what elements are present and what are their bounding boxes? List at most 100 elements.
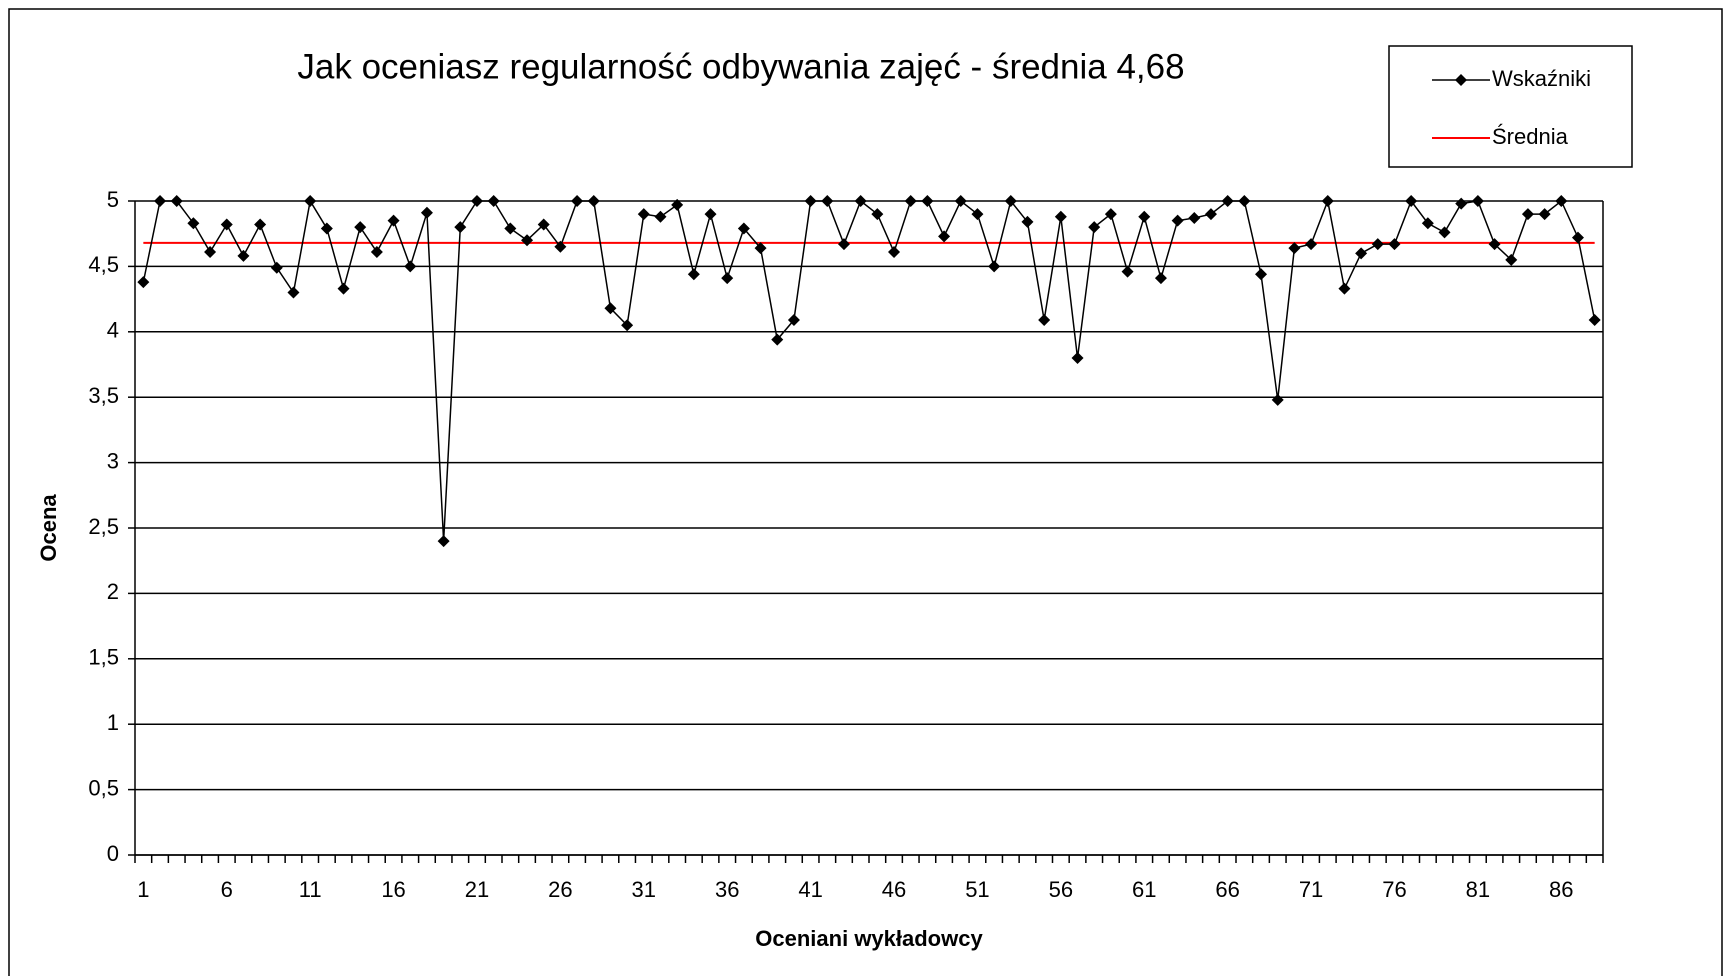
marker [587, 195, 600, 207]
y-tick-label: 0 [107, 841, 119, 866]
marker [1104, 208, 1117, 221]
marker [1371, 238, 1384, 251]
marker [1321, 195, 1334, 207]
chart-border [8, 8, 1723, 976]
marker [954, 195, 967, 207]
x-tick-label: 26 [548, 877, 572, 902]
x-tick-label: 36 [715, 877, 739, 902]
marker [971, 208, 984, 221]
x-tick-label: 31 [632, 877, 656, 902]
marker [704, 208, 717, 221]
y-tick-label: 4 [107, 318, 119, 343]
marker [437, 535, 450, 548]
marker [220, 218, 233, 231]
marker [637, 208, 650, 221]
marker [521, 234, 534, 247]
marker [1388, 238, 1401, 251]
marker [1421, 217, 1434, 230]
x-tick-label: 16 [381, 877, 405, 902]
marker [1588, 314, 1601, 327]
marker [604, 302, 617, 315]
y-tick-label: 1,5 [88, 645, 119, 670]
marker [754, 242, 767, 255]
y-tick-label: 3,5 [88, 383, 119, 408]
x-tick-label: 71 [1299, 877, 1323, 902]
x-tick-label: 21 [465, 877, 489, 902]
legend-label: Średnia [1492, 124, 1569, 149]
marker [170, 195, 183, 207]
marker [1505, 253, 1518, 266]
marker [1338, 282, 1351, 295]
marker [470, 195, 483, 207]
marker [204, 246, 217, 259]
marker [537, 218, 550, 231]
data-line [142, 198, 1596, 542]
marker [621, 319, 634, 332]
marker [687, 268, 700, 281]
x-axis-label: Oceniani wykładowcy [755, 926, 983, 951]
marker [287, 286, 300, 299]
marker [1271, 393, 1284, 406]
marker [821, 195, 834, 207]
x-tick-label: 81 [1466, 877, 1490, 902]
marker [554, 240, 567, 253]
legend-label: Wskaźniki [1492, 66, 1591, 91]
marker [1288, 242, 1301, 255]
x-tick-label: 66 [1215, 877, 1239, 902]
marker [837, 238, 850, 251]
marker [1405, 195, 1418, 207]
y-tick-label: 0,5 [88, 775, 119, 800]
marker [1171, 214, 1184, 227]
marker [1004, 195, 1017, 207]
y-tick-label: 3 [107, 448, 119, 473]
marker [1521, 208, 1534, 221]
marker [787, 314, 800, 327]
marker [420, 206, 433, 219]
marker [354, 221, 367, 234]
marker [1238, 195, 1251, 207]
y-tick-label: 2,5 [88, 514, 119, 539]
marker [804, 195, 817, 207]
marker [1355, 247, 1368, 260]
y-tick-label: 5 [107, 187, 119, 212]
marker [1488, 238, 1501, 251]
marker [1038, 314, 1051, 327]
marker [1455, 197, 1468, 210]
marker [304, 195, 317, 207]
marker [1021, 215, 1034, 228]
x-tick-label: 51 [965, 877, 989, 902]
marker [254, 218, 267, 231]
marker [404, 260, 417, 273]
marker [1071, 351, 1084, 364]
marker [854, 195, 867, 207]
marker [1138, 210, 1151, 223]
marker [871, 208, 884, 221]
marker [270, 261, 283, 274]
marker [721, 272, 734, 285]
marker [1221, 195, 1234, 207]
y-tick-label: 2 [107, 579, 119, 604]
x-tick-label: 41 [798, 877, 822, 902]
marker [1471, 195, 1484, 207]
marker [237, 249, 250, 262]
marker [504, 222, 517, 235]
marker [671, 198, 684, 211]
chart-title: Jak oceniasz regularność odbywania zajęć… [297, 47, 1184, 86]
marker [454, 221, 467, 234]
marker [1204, 208, 1217, 221]
marker [320, 222, 333, 235]
marker [1571, 231, 1584, 244]
marker [571, 195, 584, 207]
marker [1305, 238, 1318, 251]
x-tick-label: 46 [882, 877, 906, 902]
x-tick-label: 86 [1549, 877, 1573, 902]
marker [988, 260, 1001, 273]
marker [1438, 226, 1451, 239]
x-tick-label: 61 [1132, 877, 1156, 902]
y-axis-label: Ocena [36, 494, 61, 562]
marker [1555, 195, 1568, 207]
marker [938, 230, 951, 243]
marker [1154, 272, 1167, 285]
y-tick-label: 1 [107, 710, 119, 735]
